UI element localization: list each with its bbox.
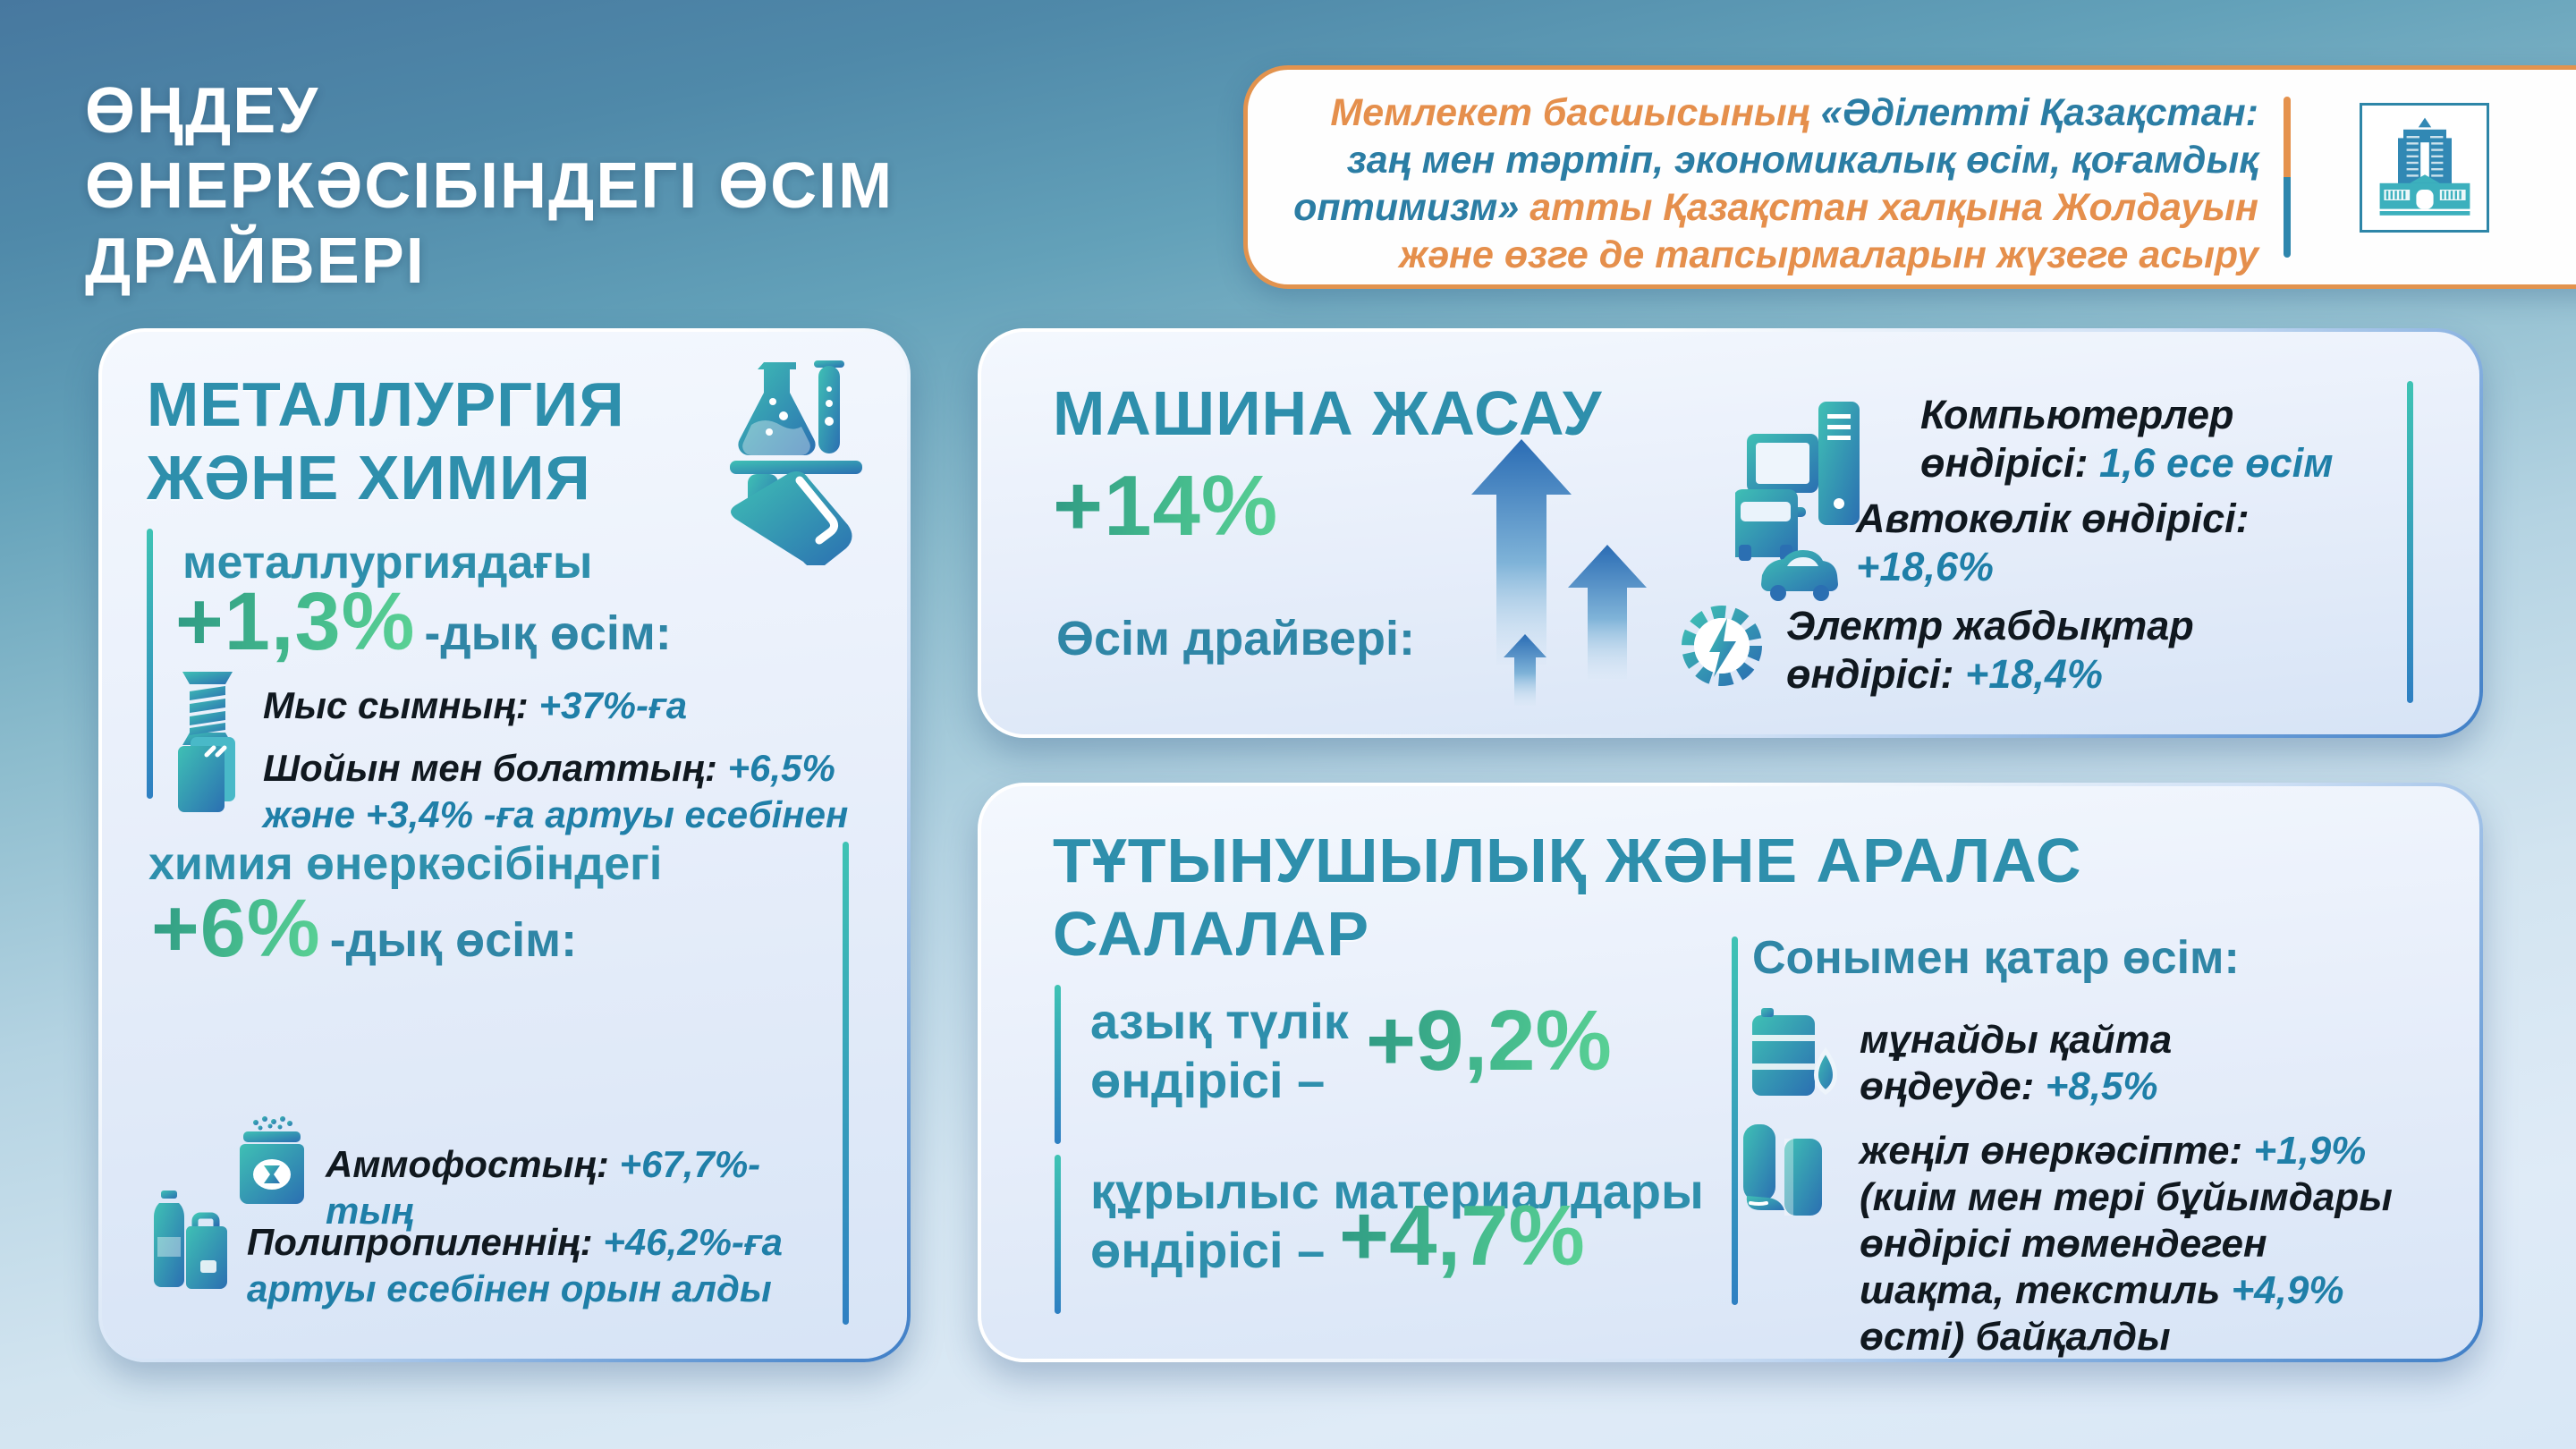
chemistry-big-suffix: -дық өсім: xyxy=(329,913,578,967)
chemistry-section-header: химия өнеркәсібіндегі xyxy=(148,838,663,890)
machinery-driver-label: Өсім драйвері: xyxy=(1056,612,1415,665)
fertilizer-bag-icon xyxy=(236,1115,308,1209)
textile-paragraph: (киім мен тері бұйымдары өндірісі төменд… xyxy=(1860,1174,2414,1360)
growth-arrows-icon xyxy=(1471,439,1668,712)
ammophos-item: Аммофостың: +67,7%-тың xyxy=(326,1141,826,1234)
metallurgy-card-title: МЕТАЛЛУРГИЯ ЖӘНЕ ХИМИЯ xyxy=(147,368,625,514)
machinery-big-number: +14% xyxy=(1053,458,1279,554)
steel-value: +6,5% xyxy=(727,747,835,789)
textile-t1: жеңіл өнеркәсіпте: xyxy=(1860,1129,2254,1173)
oil-barrel-icon xyxy=(1752,1008,1842,1111)
textile-v1: +1,9% xyxy=(2253,1129,2367,1173)
chemistry-accent-line xyxy=(843,842,849,1325)
vehicles-line1: Автокөлік өндірісі: xyxy=(1856,496,2250,541)
vehicles-item: Автокөлік өндірісі: +18,6% xyxy=(1856,495,2411,591)
electric-line2: өндірісі: xyxy=(1786,651,1965,697)
banner-line1: Мемлекет басшысының «Әділетті Қазақстан: xyxy=(1293,89,2258,137)
aside-accent-line xyxy=(1732,936,1738,1305)
steel-value-line2: және +3,4% -ға артуы есебінен xyxy=(263,793,849,835)
electric-value: +18,4% xyxy=(1965,651,2103,697)
banner-line4: және өзге де тапсырмаларын жүзеге асыру xyxy=(1399,233,2258,276)
banner-line3: оптимизм» атты Қазақстан халқына Жолдауы… xyxy=(1293,184,2258,232)
steel-label: Шойын мен болаттың: xyxy=(263,747,728,789)
textile-v2: +4,9% xyxy=(2231,1268,2344,1312)
metallurgy-chemistry-card: МЕТАЛЛУРГИЯ ЖӘНЕ ХИМИЯ металлургиядағы xyxy=(98,328,911,1362)
page-title-line1: ӨҢДЕУ xyxy=(85,75,320,147)
food-label-line2: өндірісі – xyxy=(1090,1052,1326,1108)
chemistry-growth-value: +6% -дық өсім: xyxy=(151,882,577,976)
metallurgy-title-line1: МЕТАЛЛУРГИЯ xyxy=(147,369,625,439)
aside-header: Сонымен қатар өсім: xyxy=(1752,932,2240,984)
plastic-bottle-bag-icon xyxy=(148,1191,229,1302)
metallurgy-accent-line xyxy=(147,529,153,799)
government-building-icon xyxy=(2360,103,2489,233)
textile-t2: (киім мен тері бұйымдары өндірісі төменд… xyxy=(1860,1175,2393,1312)
banner-line3-orange: атты Қазақстан халқына Жолдауын xyxy=(1530,186,2258,229)
machinery-card: МАШИНА ЖАСАУ +14% Өсім драйвері: xyxy=(978,328,2483,738)
computer-icon xyxy=(1747,396,1863,555)
food-accent-line xyxy=(1055,985,1061,1144)
banner-line1-blue: «Әділетті Қазақстан: xyxy=(1820,91,2258,134)
oil-line1: мұнайды қайта xyxy=(1860,1018,2173,1062)
consumer-card-title: ТҰТЫНУШЫЛЫҚ ЖӘНЕ АРАЛАС САЛАЛАР xyxy=(1053,824,2082,970)
computers-line1: Компьютерлер xyxy=(1920,392,2234,437)
banner-line2: заң мен тәртіп, экономикалық өсім, қоғам… xyxy=(1346,139,2258,182)
construction-label-line1: құрылыс материалдары xyxy=(1090,1163,1704,1219)
food-label: азық түлік өндірісі – xyxy=(1090,992,1349,1110)
copper-wire-item: Мыс сымның: +37%-ға xyxy=(263,682,889,729)
page-title: ӨҢДЕУ ӨНЕРКӘСІБІНДЕГІ ӨСІМ ДРАЙВЕРІ xyxy=(85,73,894,299)
steel-item: Шойын мен болаттың: +6,5% және +3,4% -ға… xyxy=(263,745,898,838)
consumer-card: ТҰТЫНУШЫЛЫҚ ЖӘНЕ АРАЛАС САЛАЛАР азық түл… xyxy=(978,783,2483,1362)
textile-line1: жеңіл өнеркәсіпте: +1,9% xyxy=(1860,1128,2414,1174)
consumer-title-line2: САЛАЛАР xyxy=(1053,899,1370,969)
machinery-card-title: МАШИНА ЖАСАУ xyxy=(1053,378,1603,448)
vehicles-icon xyxy=(1733,489,1838,623)
construction-accent-line xyxy=(1055,1155,1061,1314)
textile-item: жеңіл өнеркәсіпте: +1,9% (киім мен тері … xyxy=(1860,1128,2414,1360)
electric-line1: Электр жабдықтар xyxy=(1786,603,2194,648)
steel-ingot-icon xyxy=(178,737,237,817)
vehicles-value: +18,6% xyxy=(1856,544,1994,589)
construction-label: құрылыс материалдары өндірісі – xyxy=(1090,1162,1704,1280)
consumer-title-line1: ТҰТЫНУШЫЛЫҚ ЖӘНЕ АРАЛАС xyxy=(1053,826,2082,895)
banner-line3-blue: оптимизм» xyxy=(1293,186,1530,229)
copper-wire-label: Мыс сымның: xyxy=(263,684,539,726)
presidential-address-banner: Мемлекет басшысының «Әділетті Қазақстан:… xyxy=(1243,65,2576,289)
metallurgy-big-suffix: -дық өсім: xyxy=(424,606,672,660)
polypropylene-label: Полипропиленнің: xyxy=(247,1221,604,1263)
ammophos-value: +67,7%-тың xyxy=(326,1143,761,1232)
polypropylene-value-line2: артуы есебінен орын алды xyxy=(247,1267,772,1309)
computers-item: Компьютерлер өндірісі: 1,6 есе өсім xyxy=(1920,391,2421,487)
textile-roll-icon xyxy=(1743,1124,1829,1220)
computers-value: 1,6 есе өсім xyxy=(2099,440,2334,486)
textile-t3: өсті) байқалды xyxy=(1860,1315,2171,1359)
page-title-line2: ӨНЕРКӘСІБІНДЕГІ ӨСІМ xyxy=(85,150,894,222)
chemistry-big-number: +6% xyxy=(151,883,321,974)
construction-value: +4,7% xyxy=(1339,1188,1585,1284)
electric-item: Электр жабдықтар өндірісі: +18,4% xyxy=(1786,602,2377,699)
machinery-accent-line xyxy=(2407,381,2413,703)
chemistry-flask-icon xyxy=(717,355,874,570)
food-value: +9,2% xyxy=(1366,993,1612,1089)
page-title-line3: ДРАЙВЕРІ xyxy=(85,225,426,297)
electric-gear-icon xyxy=(1677,598,1767,697)
construction-label-line2: өндірісі – xyxy=(1090,1222,1326,1278)
metallurgy-section-header: металлургиядағы xyxy=(182,537,593,589)
ammophos-label: Аммофостың: xyxy=(326,1143,620,1185)
copper-wire-value: +37%-ға xyxy=(538,684,688,726)
oil-item: мұнайды қайта өңдеуде: +8,5% xyxy=(1860,1017,2414,1110)
computers-line2: өндірісі: xyxy=(1920,440,2099,486)
polypropylene-item: Полипропиленнің: +46,2%-ға артуы есебіне… xyxy=(247,1219,873,1312)
banner-text: Мемлекет басшысының «Әділетті Қазақстан:… xyxy=(1293,89,2258,279)
oil-line2: өңдеуде: xyxy=(1860,1064,2046,1108)
food-label-line1: азық түлік xyxy=(1090,993,1349,1049)
oil-value: +8,5% xyxy=(2045,1064,2158,1108)
metallurgy-big-number: +1,3% xyxy=(175,576,416,667)
metallurgy-title-line2: ЖӘНЕ ХИМИЯ xyxy=(147,443,591,513)
metallurgy-growth-value: +1,3% -дық өсім: xyxy=(175,575,672,669)
polypropylene-value: +46,2%-ға xyxy=(603,1221,783,1263)
banner-divider xyxy=(2284,97,2291,258)
banner-line1-orange: Мемлекет басшысының xyxy=(1330,91,1821,134)
